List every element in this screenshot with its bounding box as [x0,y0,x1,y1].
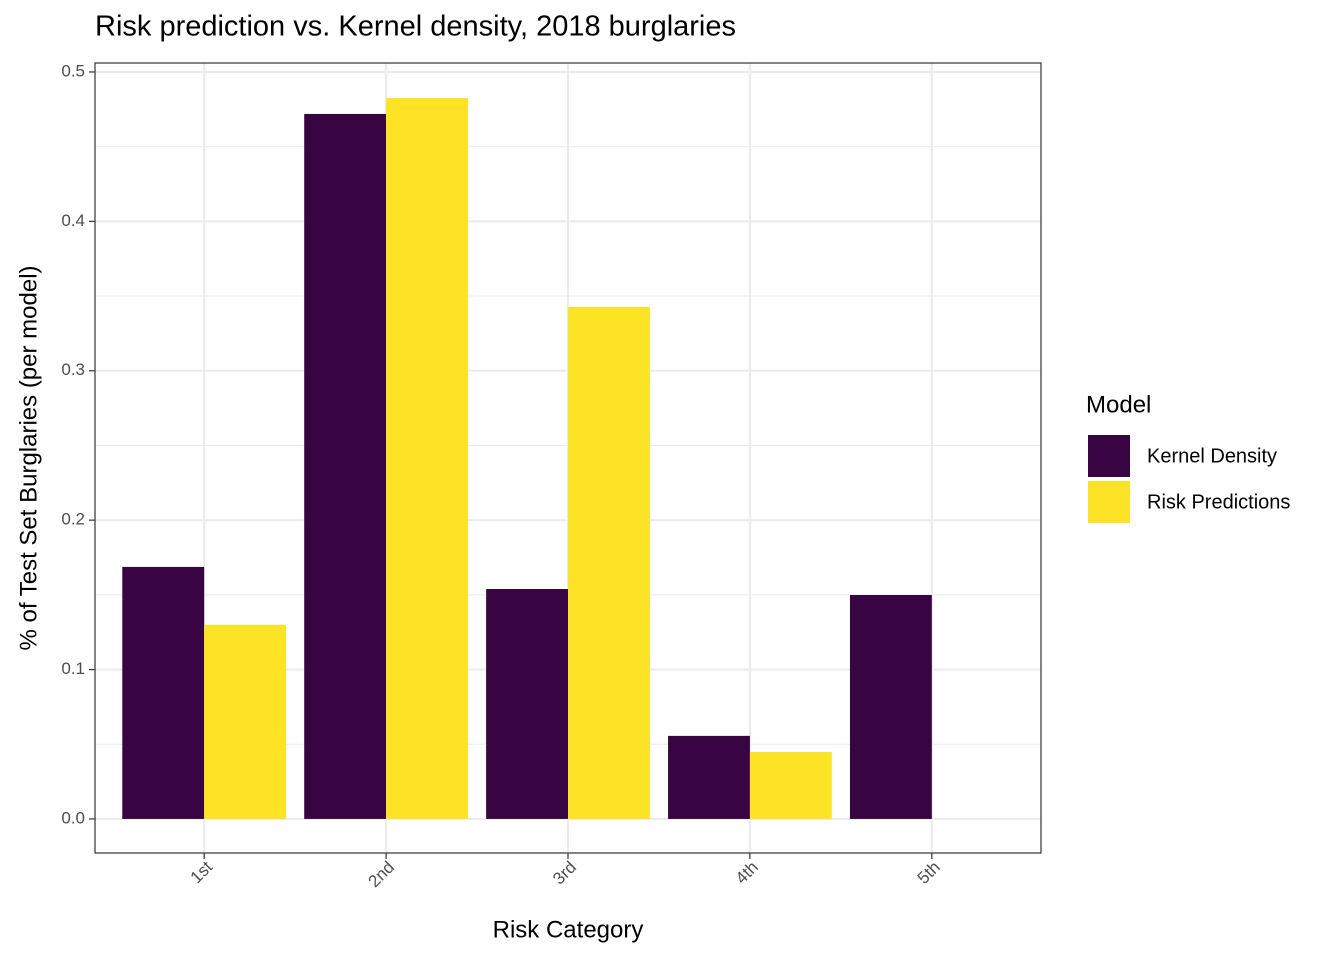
bar [386,97,468,819]
bar [122,566,205,819]
bar [486,589,568,819]
legend-key [1088,481,1130,523]
bar [304,113,387,819]
chart-title: Risk prediction vs. Kernel density, 2018… [95,11,736,43]
y-tick-label: 0.3 [61,360,85,379]
y-axis-label: % of Test Set Burglaries (per model) [15,265,42,650]
y-tick-label: 0.0 [61,808,85,827]
x-tick-label: 1st [187,857,217,887]
y-tick-label: 0.1 [61,659,85,678]
y-tick-label: 0.2 [61,510,85,529]
bar [568,306,650,819]
x-tick-label: 2nd [365,858,398,891]
x-tick-label: 3rd [549,858,580,889]
x-tick-label: 5th [914,858,944,888]
bar [204,624,287,819]
legend-label: Risk Predictions [1147,491,1290,513]
legend-label: Kernel Density [1147,445,1277,467]
x-tick-label: 4th [732,858,762,888]
x-axis-label: Risk Category [493,916,644,943]
legend-key [1088,435,1130,477]
bar [749,752,832,819]
bar [668,735,750,819]
bar [849,594,932,819]
y-tick-label: 0.4 [61,211,85,230]
legend-title: Model [1086,391,1151,418]
y-tick-label: 0.5 [61,61,85,80]
